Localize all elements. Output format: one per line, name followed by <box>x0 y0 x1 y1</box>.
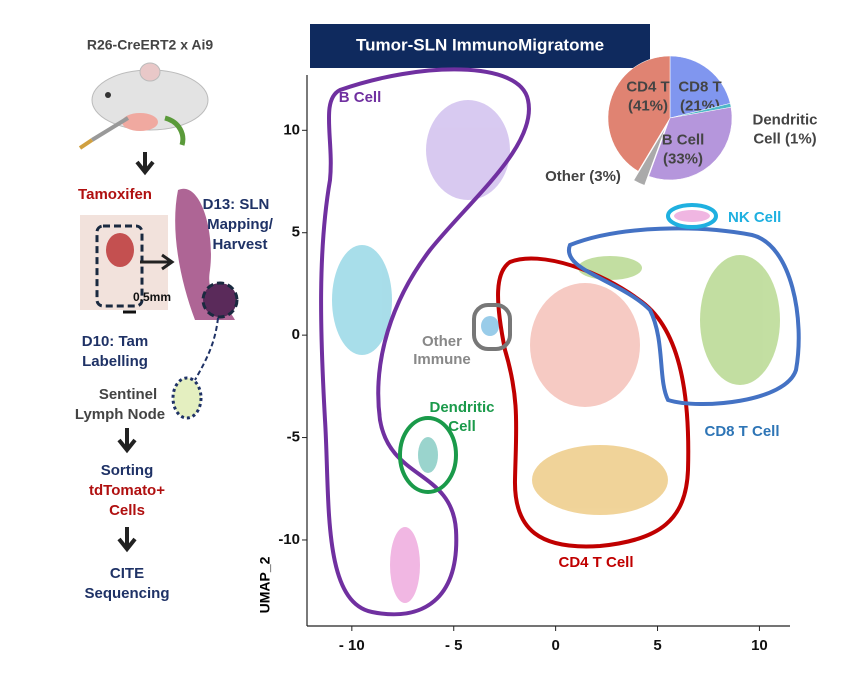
harvest-line: Harvest <box>212 236 267 253</box>
title-banner <box>310 24 650 68</box>
y-tick-label: -10 <box>278 531 300 548</box>
harvest-line: D13: SLN <box>203 196 270 213</box>
x-tick-label: 5 <box>653 637 661 654</box>
sorting-line: tdTomato+ <box>89 482 165 499</box>
x-tick-label: - 5 <box>445 637 463 654</box>
x-tick-label: 0 <box>551 637 559 654</box>
harvest-line: Mapping/ <box>207 216 274 233</box>
pie-label: CD4 T <box>626 78 669 95</box>
cluster-label: B Cell <box>339 89 382 106</box>
arrow <box>117 527 137 553</box>
pie-label: (33%) <box>663 150 703 167</box>
sequencing-line: CITE <box>110 565 144 582</box>
pie-label: Other (3%) <box>545 168 621 185</box>
cluster-label: CD4 T Cell <box>558 554 633 571</box>
scale-bar: 0.5mm <box>133 290 171 304</box>
cluster-label: Cell <box>448 418 476 435</box>
x-tick-label: - 10 <box>339 637 365 654</box>
pie-slice <box>607 55 671 172</box>
y-tick-label: 5 <box>292 224 300 241</box>
strain: R26-CreERT2 x Ai9 <box>87 37 214 53</box>
cluster-label: Immune <box>413 351 471 368</box>
arrow <box>117 428 137 454</box>
y-tick-label: 0 <box>292 326 300 343</box>
pie-label: CD8 T <box>678 78 721 95</box>
pie-label: (41%) <box>628 97 668 114</box>
pie-slice <box>633 126 666 186</box>
cluster-label: NK Cell <box>728 209 781 226</box>
cell-clouds <box>332 100 780 603</box>
y-tick-label: 10 <box>283 121 300 138</box>
y-tick-label: -5 <box>287 429 300 446</box>
pie-label: Cell (1%) <box>753 130 816 147</box>
pie-slice <box>648 106 733 181</box>
chart-title: Tumor-SLN ImmunoMigratome <box>356 35 604 54</box>
labelling-line: Labelling <box>82 353 148 370</box>
labelling-line: D10: Tam <box>82 333 148 350</box>
cluster-label: Other <box>422 333 462 350</box>
pie-slice <box>669 55 731 119</box>
cluster-label: Dendritic <box>429 399 494 416</box>
x-tick-label: 10 <box>751 637 768 654</box>
sln-image <box>80 188 239 420</box>
y-axis-label: UMAP_2 <box>257 556 273 613</box>
node-line: Sentinel <box>99 386 157 403</box>
cluster-label: CD8 T Cell <box>704 423 779 440</box>
cluster-outlines <box>319 67 801 617</box>
pie-label: B Cell <box>662 131 705 148</box>
arrow <box>135 152 155 176</box>
pie-label: Dendritic <box>752 111 817 128</box>
sequencing-line: Sequencing <box>84 585 169 602</box>
mouse <box>78 62 209 150</box>
node-line: Lymph Node <box>75 406 165 423</box>
sorting-line: Sorting <box>101 462 154 479</box>
tamoxifen: Tamoxifen <box>78 186 152 203</box>
sorting-line: Cells <box>109 502 145 519</box>
